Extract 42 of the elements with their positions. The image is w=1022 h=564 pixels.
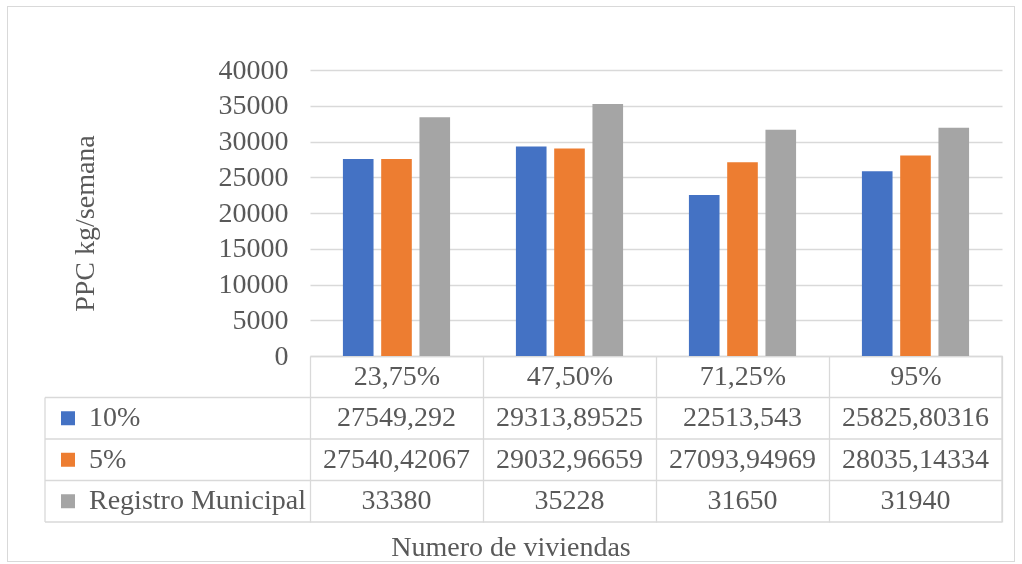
y-tick-label: 0 <box>274 339 289 371</box>
y-tick-label: 10000 <box>218 268 289 299</box>
bar <box>727 162 758 356</box>
data-label: 31650 <box>707 484 778 516</box>
data-label: 27549,292 <box>337 401 456 433</box>
y-tick-label: 30000 <box>218 125 289 156</box>
y-tick-label: 15000 <box>218 232 289 264</box>
data-label: 27093,94969 <box>669 442 816 474</box>
data-label: 29313,89525 <box>496 401 643 433</box>
legend-label: 10% <box>89 401 141 433</box>
bar <box>765 129 797 356</box>
text: Numero de viviendas <box>391 531 631 562</box>
bar <box>381 159 412 356</box>
data-label: 29032,96659 <box>496 442 643 474</box>
bar <box>861 171 893 356</box>
y-tick-label: 20000 <box>218 196 289 228</box>
bar <box>554 148 585 356</box>
bar <box>938 127 970 356</box>
data-label: 28035,14334 <box>842 442 989 474</box>
y-tick-label: 35000 <box>218 89 289 121</box>
data-label: 31940 <box>880 484 951 516</box>
bar <box>592 104 624 356</box>
data-label: 27540,42067 <box>323 442 470 474</box>
y-tick-label: 40000 <box>218 53 289 85</box>
y-axis-title: PPC kg/semana <box>68 134 100 312</box>
bar <box>419 117 451 356</box>
data-label: 22513,543 <box>683 401 802 433</box>
x-tick-label: 23,75% <box>353 360 441 392</box>
bar <box>342 159 374 356</box>
legend-label: 5% <box>89 442 127 474</box>
x-tick-label: 47,50% <box>526 360 614 392</box>
y-tick-label: 25000 <box>218 160 289 192</box>
bar <box>688 195 720 356</box>
bar <box>515 146 547 356</box>
y-tick-label: 5000 <box>232 303 289 335</box>
legend-label: Registro Municipal <box>89 484 307 516</box>
data-label: 35228 <box>534 484 605 516</box>
x-tick-label: 95% <box>890 360 942 392</box>
x-tick-label: 71,25% <box>699 360 787 392</box>
data-label: 33380 <box>361 484 432 516</box>
bar <box>900 155 931 356</box>
data-label: 25825,80316 <box>842 401 989 433</box>
